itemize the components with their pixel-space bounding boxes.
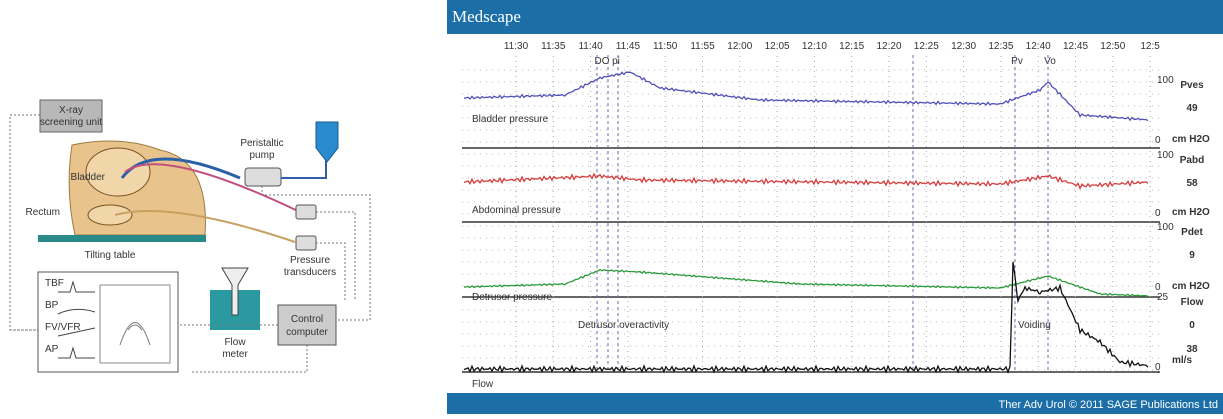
page: X-ray screening unit Bladder Rectum Tilt…	[0, 0, 1223, 414]
computer	[278, 305, 336, 345]
scale-max: 25	[1157, 292, 1169, 303]
label: transducers	[284, 267, 336, 278]
time-label: 11:50	[653, 41, 678, 52]
channel-value: 38	[1186, 344, 1198, 355]
channel-label: Abdominal pressure	[472, 205, 561, 216]
time-label: 12:35	[988, 41, 1013, 52]
time-label: 12:50	[1100, 41, 1125, 52]
channel-name: Pdet	[1181, 227, 1203, 238]
diagram: X-ray screening unit Bladder Rectum Tilt…	[10, 100, 370, 372]
channel-value: 58	[1186, 178, 1198, 189]
unit: cm H2O	[1172, 281, 1210, 292]
event-label: Vo	[1044, 56, 1056, 67]
label: X-ray	[59, 105, 83, 116]
channel-name: Pves	[1180, 80, 1204, 91]
flow-trace	[464, 262, 1148, 372]
label: meter	[222, 349, 248, 360]
unit: cm H2O	[1172, 207, 1210, 218]
label: Bladder	[71, 172, 106, 183]
header-bar	[447, 0, 1223, 34]
unit: ml/s	[1172, 355, 1192, 366]
time-label: 11:55	[690, 41, 715, 52]
rectum-shape	[88, 205, 132, 225]
time-label: 12:10	[802, 41, 827, 52]
annotation: Voiding	[1018, 320, 1051, 331]
time-label: 12:40	[1026, 41, 1051, 52]
time-label: 12:5	[1140, 41, 1160, 52]
label: FV/VFR	[45, 322, 81, 333]
time-label: 11:40	[578, 41, 603, 52]
annotation: Detrusor overactivity	[578, 320, 669, 331]
time-label: 12:45	[1063, 41, 1088, 52]
scale-max: 100	[1157, 150, 1174, 161]
time-label: 12:30	[951, 41, 976, 52]
unit: cm H2O	[1172, 134, 1210, 145]
label: Pressure	[290, 255, 330, 266]
time-label: 12:20	[876, 41, 901, 52]
scale-max: 100	[1157, 75, 1174, 86]
channel-label: Detrusor pressure	[472, 292, 552, 303]
channel-label: Flow	[472, 379, 494, 390]
bladder-trace	[464, 72, 1148, 121]
abdominal-trace	[464, 174, 1148, 188]
label: pump	[249, 150, 274, 161]
time-label: 11:45	[616, 41, 641, 52]
time-label: 11:35	[541, 41, 566, 52]
label: computer	[286, 327, 328, 338]
channel-name: Flow	[1181, 297, 1204, 308]
channel-label: Bladder pressure	[472, 114, 549, 125]
footer: Ther Adv Urol © 2011 SAGE Publications L…	[999, 399, 1218, 411]
scale-max: 100	[1157, 222, 1174, 233]
channel-value: 0	[1189, 320, 1195, 331]
channel-value: 9	[1189, 250, 1195, 261]
label: screening unit	[40, 117, 102, 128]
label: Flow	[224, 337, 246, 348]
time-label: 12:00	[727, 41, 752, 52]
bag	[316, 122, 338, 162]
event-label: pi	[612, 56, 620, 67]
event-label: Pv	[1011, 56, 1023, 67]
scale-zero: 0	[1155, 135, 1161, 146]
label: AP	[45, 344, 59, 355]
detrusor-trace	[464, 270, 1148, 297]
label: Tilting table	[85, 250, 136, 261]
label: Control	[291, 314, 323, 325]
transducer	[296, 205, 316, 219]
label: TBF	[45, 278, 64, 289]
channel-name: Pabd	[1180, 155, 1204, 166]
time-label: 12:05	[765, 41, 790, 52]
pump	[245, 168, 281, 186]
header: Medscape	[452, 7, 521, 26]
scale-zero: 0	[1155, 362, 1161, 373]
trace: 11:30 11:35 11:40 11:45 11:50 11:55 12:00 12:05…	[462, 41, 1210, 390]
time-label: 12:25	[914, 41, 939, 52]
label: Rectum	[26, 207, 60, 218]
table	[38, 235, 206, 242]
time-label: 11:30	[504, 41, 529, 52]
time-label: 12:15	[839, 41, 864, 52]
label: BP	[45, 300, 59, 311]
transducer	[296, 236, 316, 250]
scale-zero: 0	[1155, 208, 1161, 219]
channel-value: 49	[1186, 103, 1198, 114]
figure: X-ray screening unit Bladder Rectum Tilt…	[0, 0, 1223, 414]
label: Peristaltic	[240, 138, 283, 149]
